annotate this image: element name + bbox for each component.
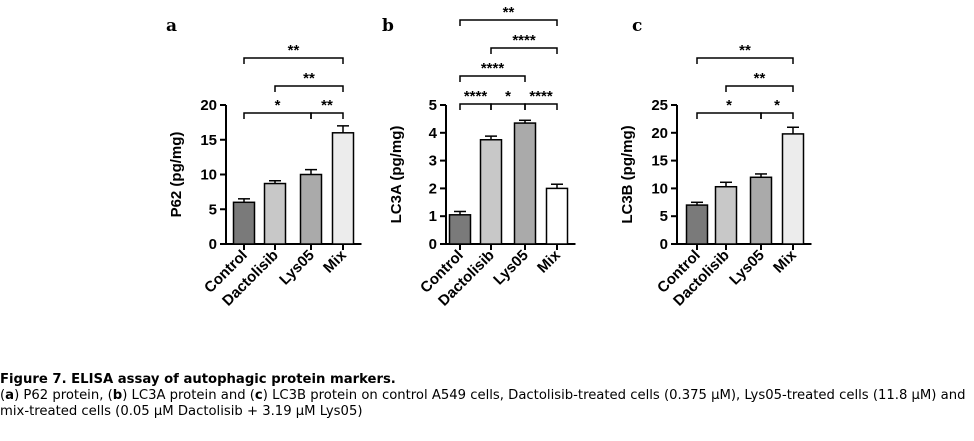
panel-b-sig-label-3: **** [464,88,488,105]
panel-a-ytick-label-2: 10 [200,167,217,184]
panel-b-xtick-label-3: Mix [534,246,564,276]
panel-c-bar-3 [781,133,805,245]
panel-c-bar-2 [749,176,773,245]
panel-b-ytick-label-4: 4 [429,125,438,142]
panel-b-bar-1 [479,139,503,245]
panel-c-letter: c [632,16,642,36]
caption-part-c-text: ) LC3B protein on control A549 cells, Da… [0,388,966,419]
panel-c-ytick-label-2: 10 [651,180,668,197]
panel-c-ytick-label-3: 15 [651,153,668,170]
panel-c-sig-bracket-3 [760,112,794,119]
panel-b-letter: b [382,16,394,36]
panel-a-xtick-label-3: Mix [320,246,350,276]
panel-a-bar-0 [232,201,256,245]
panel-c-bar-0 [685,204,709,245]
panel-b-ytick-label-3: 3 [429,153,437,170]
panel-a-ytick-label-4: 20 [200,97,217,114]
panel-b-bar-0 [448,214,472,245]
panel-a-sig-bracket-1 [274,85,344,92]
panel-c-sig-bracket-1 [725,85,794,92]
panel-a-sig-bracket-0 [243,57,344,64]
panel-c-xtick-label-3: Mix [770,246,800,276]
panel-b-sig-label-5: **** [529,88,553,105]
panel-c-sig-label-0: ** [739,42,751,59]
caption-part-b-letter: b [112,388,123,403]
caption-part-a-text: ) P62 protein, ( [14,388,113,403]
panel-a-sig-label-3: ** [321,97,333,114]
panel-b-xtick-label-2: Lys05 [490,247,532,289]
panel-a-xtick-label-2: Lys05 [276,247,318,289]
panel-c-ytick-label-5: 25 [651,97,668,114]
panel-b-ytick-label-1: 1 [429,208,437,225]
panel-a-sig-bracket-3 [310,112,344,119]
panel-b-ytick-label-0: 0 [429,236,437,253]
panel-b-ytick-label-2: 2 [429,180,437,197]
caption-body: (a) P62 protein, (b) LC3A protein and (c… [0,388,966,419]
panel-c-sig-label-1: ** [754,70,766,87]
panel-b-sig-label-4: * [505,88,511,105]
panel-b-sig-bracket-0 [459,19,558,26]
panel-b-sig-label-1: **** [512,32,536,49]
panel-b-sig-bracket-5 [524,103,558,110]
panel-a-ytick-label-1: 5 [209,201,217,218]
panel-b-sig-label-0: ** [503,4,515,21]
panel-c-ylabel: LC3B (pg/mg) [619,125,636,223]
panel-b-bar-2 [513,122,537,245]
panel-b-sig-bracket-2 [459,75,526,82]
panel-b-sig-label-2: **** [481,60,505,77]
panel-b-bar-3 [545,187,569,245]
panel-b-ytick-label-5: 5 [429,97,437,114]
panel-a-sig-label-2: * [275,97,281,114]
figure-caption: Figure 7. ELISA assay of autophagic prot… [0,372,970,420]
panel-c-bar-1 [714,185,738,245]
panel-c-xtick-label-2: Lys05 [726,247,768,289]
panel-c-ytick-label-0: 0 [660,236,668,253]
panel-c-ytick-label-4: 20 [651,125,668,142]
caption-title: Figure 7. ELISA assay of autophagic prot… [0,372,396,387]
panel-a-sig-label-1: ** [303,70,315,87]
caption-part-c-letter: c [254,388,263,403]
panel-a-letter: a [166,16,177,36]
panel-c-sig-bracket-0 [696,57,794,64]
panel-a-bar-2 [299,173,323,245]
panel-b-sig-bracket-1 [490,47,558,54]
panel-a-bar-1 [263,182,287,245]
panel-c-sig-label-2: * [726,97,732,114]
panel-a-ylabel: P62 (pg/mg) [168,132,185,218]
panel-a-sig-label-0: ** [288,42,300,59]
caption-part-a-letter: a [5,388,15,403]
panel-c-ytick-label-1: 5 [660,208,668,225]
panel-b-ylabel: LC3A (pg/mg) [388,126,405,224]
panel-a-ytick-label-0: 0 [209,236,217,253]
caption-part-b-text: ) LC3A protein and ( [122,388,255,403]
panel-a-bar-3 [331,132,355,245]
panel-a-ytick-label-3: 15 [200,132,217,149]
panel-c-sig-label-3: * [774,97,780,114]
